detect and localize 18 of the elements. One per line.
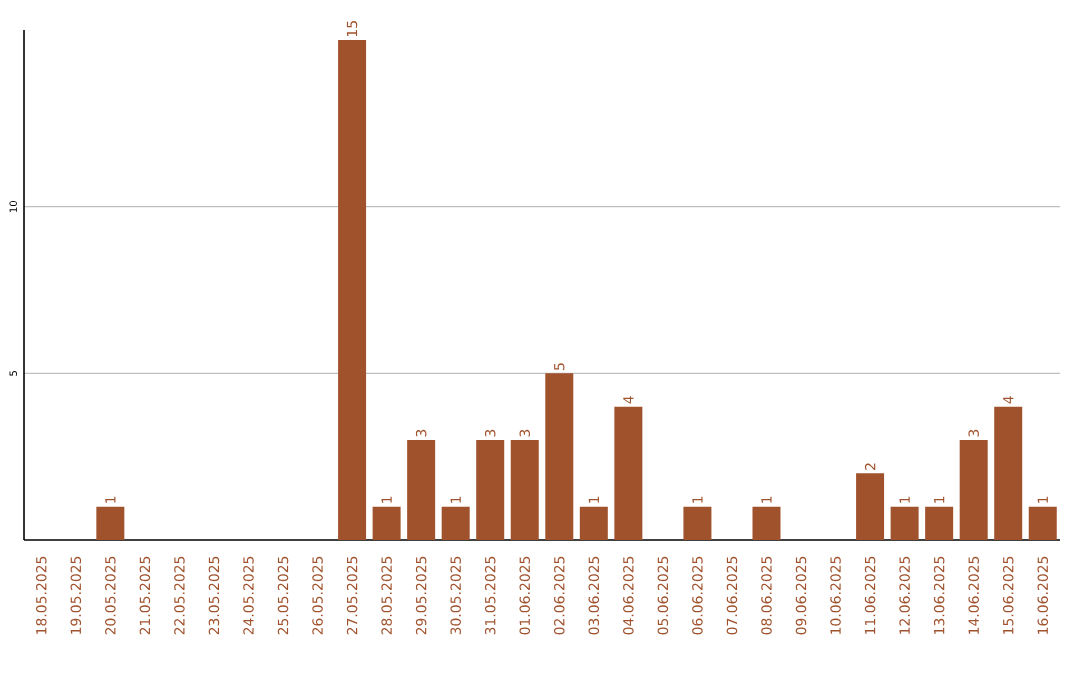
bar — [476, 440, 505, 540]
bar — [959, 440, 988, 540]
bar — [614, 406, 643, 540]
bar — [441, 506, 470, 540]
bar — [752, 506, 781, 540]
bar — [407, 440, 436, 540]
bar — [372, 506, 401, 540]
bar — [856, 473, 885, 540]
bar — [545, 373, 574, 540]
bar — [579, 506, 608, 540]
bar — [890, 506, 919, 540]
bar — [683, 506, 712, 540]
bar — [994, 406, 1023, 540]
bar — [1028, 506, 1057, 540]
bar — [338, 39, 367, 540]
bar — [925, 506, 954, 540]
bar — [96, 506, 125, 540]
bar — [510, 440, 539, 540]
